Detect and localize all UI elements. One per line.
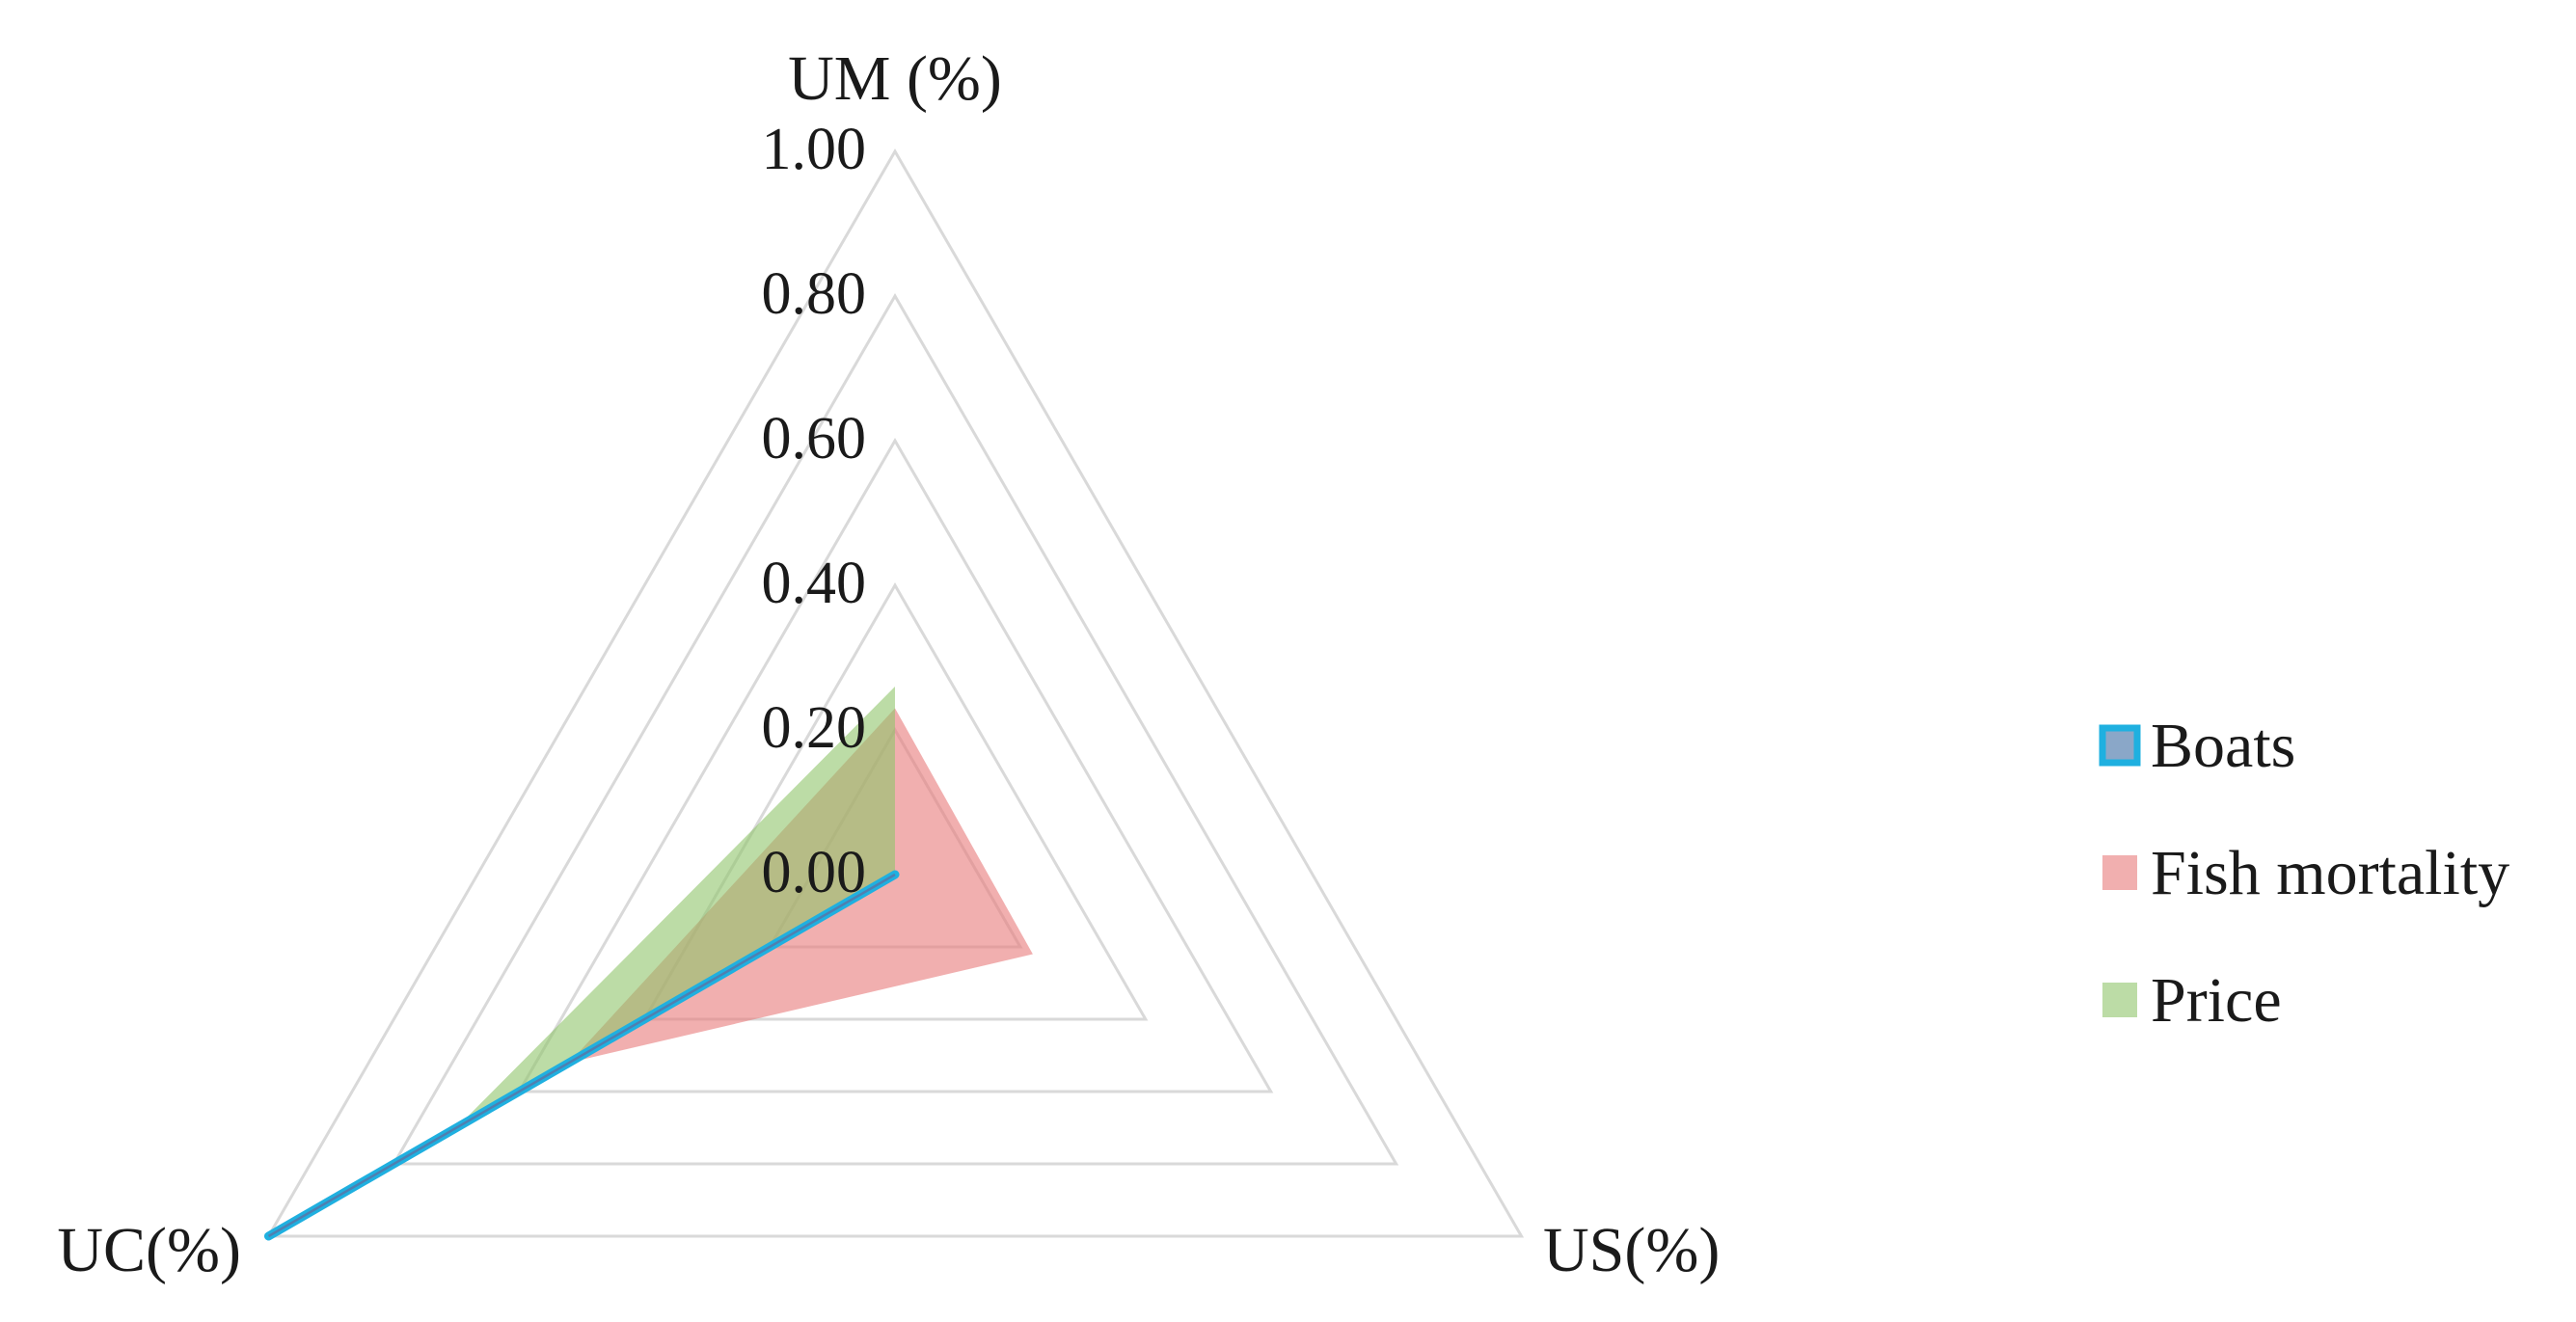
series-price-area: [456, 687, 895, 1128]
tick-label: 0.20: [762, 695, 867, 761]
legend-label: Boats: [2151, 711, 2295, 781]
legend-label: Fish mortality: [2151, 838, 2509, 908]
tick-label: 0.80: [762, 261, 867, 327]
grid-ring-5: [265, 148, 1525, 1238]
grid-ring-2: [641, 581, 1149, 1021]
radar-series: [263, 687, 1033, 1241]
radar-grid: [265, 148, 1525, 1238]
tick-label: 0.40: [762, 551, 867, 616]
axis-label-2: UC(%): [57, 1215, 241, 1285]
legend-item-boats: Boats: [2099, 711, 2295, 781]
legend-swatch: [2099, 724, 2141, 767]
radar-axis-labels: UM (%) US(%) UC(%): [57, 43, 1720, 1285]
series-boats-inner-line: [267, 873, 896, 1238]
legend-label: Price: [2151, 965, 2282, 1036]
tick-label: 0.60: [762, 406, 867, 472]
grid-ring-3: [516, 437, 1274, 1093]
tick-label: 1.00: [762, 117, 867, 182]
axis-label-0: UM (%): [788, 43, 1002, 114]
legend-swatch: [2102, 855, 2137, 890]
legend-item-price: Price: [2102, 965, 2282, 1036]
axis-label-1: US(%): [1543, 1215, 1720, 1285]
legend: Boats Fish mortality Price: [2099, 711, 2509, 1036]
grid-ring-4: [391, 292, 1399, 1166]
tick-label: 0.00: [762, 840, 867, 905]
radar-ticks: 0.00 0.20 0.40 0.60 0.80 1.00: [762, 117, 867, 905]
legend-swatch: [2102, 983, 2137, 1017]
legend-item-fish-mortality: Fish mortality: [2102, 838, 2509, 908]
